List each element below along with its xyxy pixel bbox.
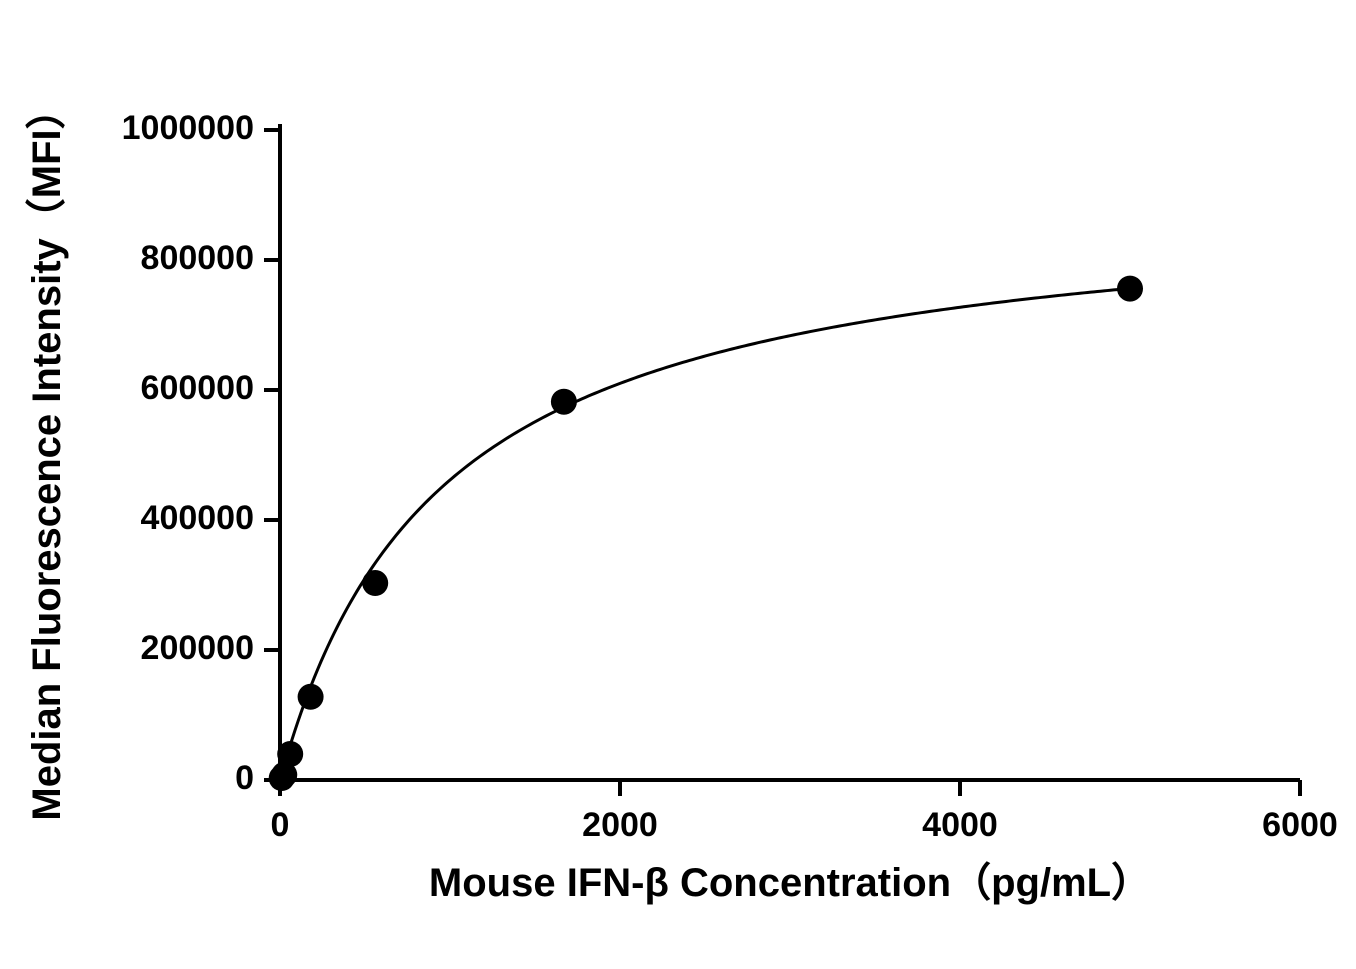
y-tick-label: 200000 bbox=[141, 629, 254, 667]
y-tick-label: 800000 bbox=[141, 239, 254, 277]
x-tick-label: 6000 bbox=[1262, 806, 1338, 844]
data-point bbox=[1117, 276, 1143, 302]
y-tick-label: 0 bbox=[235, 759, 254, 797]
chart-container: 0 200000 400000 600000 800000 1000000 0 2000 400… bbox=[0, 0, 1356, 969]
y-axis-title: Median Fluorescence Intensity（MFI） bbox=[25, 89, 69, 820]
fit-curve bbox=[282, 288, 1130, 774]
data-point bbox=[362, 570, 388, 596]
data-point bbox=[277, 741, 303, 767]
data-point bbox=[298, 684, 324, 710]
x-tick-label: 2000 bbox=[582, 806, 658, 844]
y-tick-label: 600000 bbox=[141, 369, 254, 407]
y-tick-label: 1000000 bbox=[122, 109, 254, 147]
chart-svg: 0 200000 400000 600000 800000 1000000 0 2000 400… bbox=[0, 0, 1356, 969]
x-axis-title: Mouse IFN-β Concentration（pg/mL） bbox=[429, 861, 1151, 905]
x-tick-label: 4000 bbox=[922, 806, 998, 844]
x-tick-label: 0 bbox=[271, 806, 290, 844]
y-tick-label: 400000 bbox=[141, 499, 254, 537]
data-point bbox=[551, 389, 577, 415]
